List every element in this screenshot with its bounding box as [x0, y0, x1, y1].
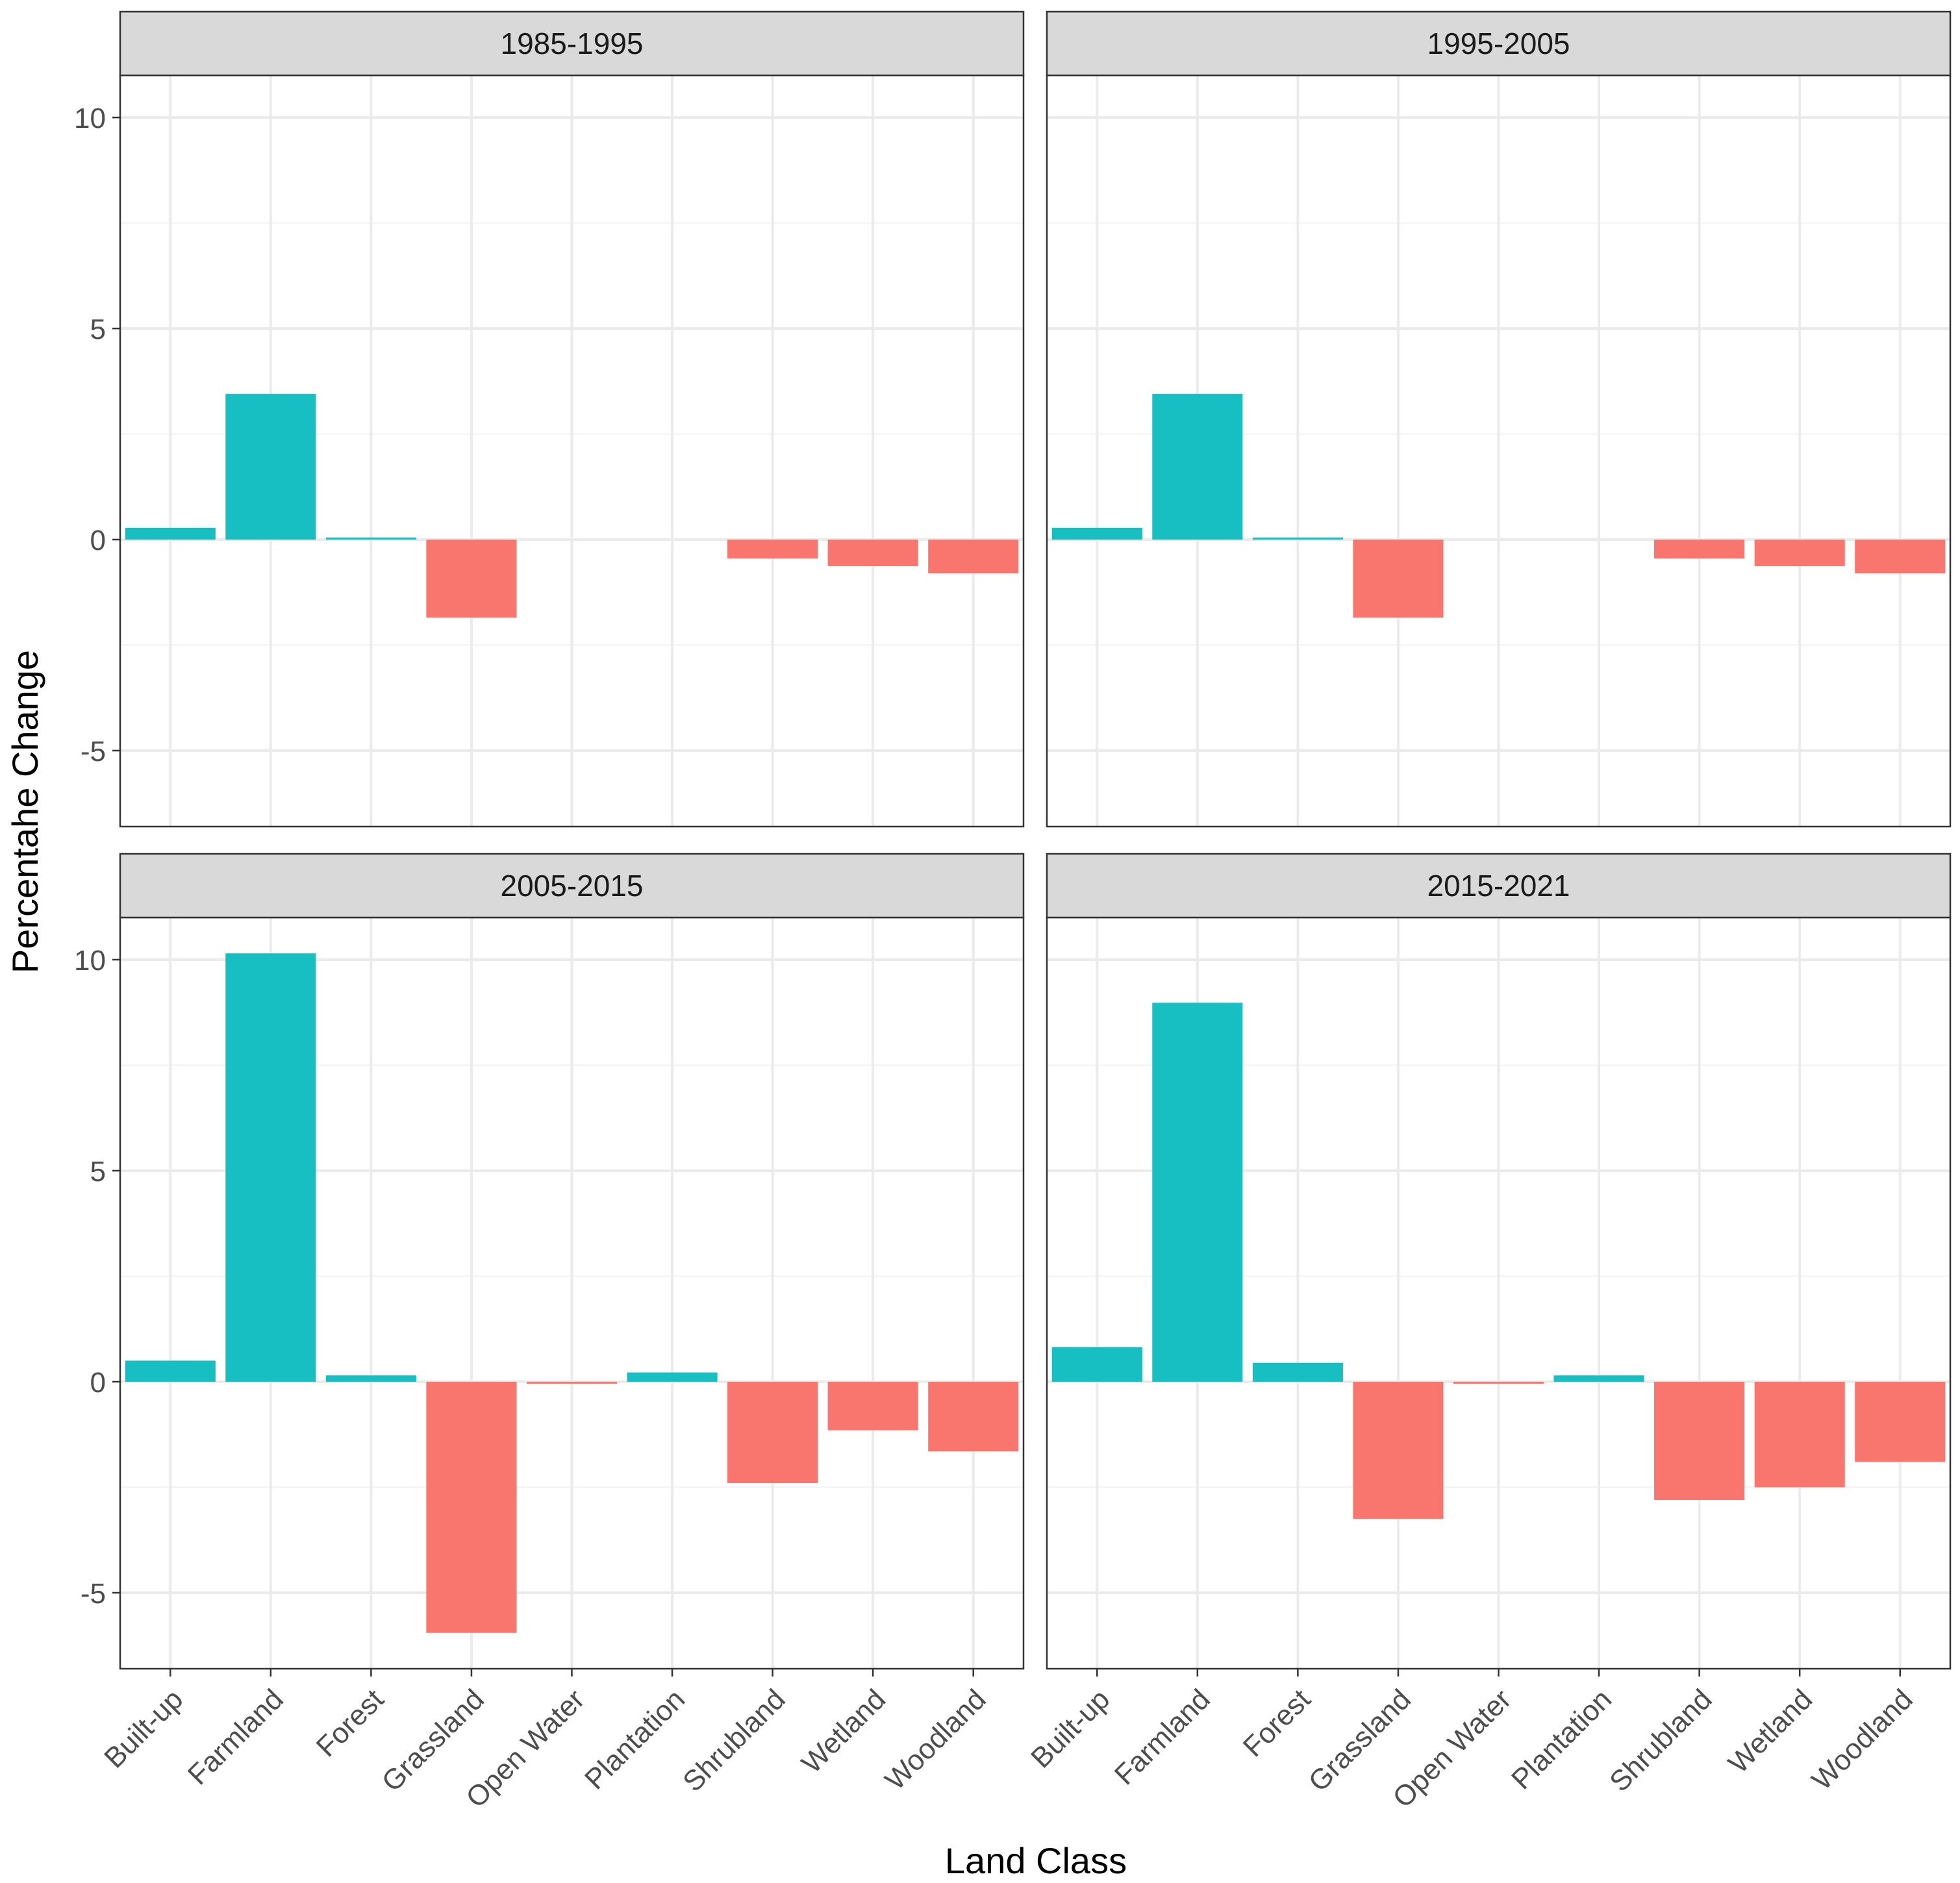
bar-shrubland: [727, 1382, 818, 1483]
bar-woodland: [1855, 1382, 1946, 1462]
facet-panel-1995-2005: 1995-2005: [1046, 10, 1952, 828]
facet-strip: [119, 10, 1025, 77]
bar-wetland: [1754, 540, 1845, 566]
bar-woodland: [1855, 540, 1946, 573]
y-tick-label: 5: [90, 1156, 106, 1188]
y-tick-label: 0: [90, 525, 106, 556]
bar-shrubland: [1654, 1382, 1745, 1500]
x-tick-label-shrubland: Shrubland: [677, 1683, 792, 1798]
x-tick-label-forest: Forest: [1237, 1683, 1317, 1763]
y-tick-label: 0: [90, 1367, 106, 1399]
facet-strip: [1046, 10, 1952, 77]
y-tick-label: -5: [81, 1578, 106, 1610]
x-tick-label-plantation: Plantation: [1505, 1683, 1618, 1795]
bar-built-up: [125, 1360, 216, 1382]
x-tick-label-farmland: Farmland: [182, 1683, 290, 1791]
x-axis-title: Land Class: [945, 1840, 1127, 1881]
bar-wetland: [827, 540, 918, 566]
y-tick-label: 10: [74, 103, 106, 134]
bar-forest: [325, 1375, 416, 1382]
bar-open-water: [1453, 1382, 1544, 1384]
facet-strip-label: 1985-1995: [501, 27, 644, 60]
x-tick-label-plantation: Plantation: [579, 1683, 691, 1795]
bar-farmland: [1152, 1003, 1243, 1382]
facet-strip: [119, 853, 1025, 919]
bar-shrubland: [1654, 540, 1745, 559]
bar-shrubland: [727, 540, 818, 559]
facet-strip: [1046, 853, 1952, 919]
bar-built-up: [1051, 527, 1142, 540]
bar-woodland: [928, 1382, 1019, 1452]
x-tick-label-wetland: Wetland: [796, 1683, 892, 1779]
x-tick-label-woodland: Woodland: [879, 1683, 992, 1796]
bar-forest: [1252, 1362, 1343, 1382]
bar-built-up: [125, 527, 216, 540]
facet-panels: 1985-1995 -5 0 5 10 1995-2005 2005-2015 -5 0 5 10 B…: [74, 10, 1952, 1814]
y-tick-label: 10: [74, 945, 106, 977]
bar-farmland: [225, 393, 316, 540]
bar-built-up: [1051, 1347, 1142, 1382]
bar-farmland: [1152, 393, 1243, 540]
bar-wetland: [827, 1382, 918, 1430]
bar-plantation: [1553, 1375, 1644, 1382]
bar-forest: [325, 537, 416, 540]
x-tick-label-built-up: Built-up: [1025, 1683, 1116, 1774]
facet-strip-label: 2015-2021: [1427, 869, 1570, 903]
facet-strip-label: 2005-2015: [501, 869, 644, 903]
bar-plantation: [627, 1372, 718, 1382]
x-tick-label-farmland: Farmland: [1109, 1683, 1216, 1791]
bar-grassland: [426, 540, 517, 618]
bar-wetland: [1754, 1382, 1845, 1488]
bar-farmland: [225, 953, 316, 1382]
x-tick-label-built-up: Built-up: [98, 1683, 189, 1774]
bar-grassland: [1353, 1382, 1444, 1519]
x-tick-label-woodland: Woodland: [1806, 1683, 1919, 1796]
facet-strip-label: 1995-2005: [1427, 27, 1570, 60]
y-axis-title: Percentahe Change: [5, 650, 45, 973]
bar-woodland: [928, 540, 1019, 573]
facet-panel-1985-1995: 1985-1995 -5 0 5 10: [74, 10, 1025, 828]
x-tick-label-shrubland: Shrubland: [1603, 1683, 1718, 1798]
bar-grassland: [1353, 540, 1444, 618]
x-tick-label-wetland: Wetland: [1722, 1683, 1818, 1779]
y-tick-label: -5: [81, 736, 106, 767]
y-tick-label: 5: [90, 314, 106, 345]
x-tick-label-forest: Forest: [310, 1683, 390, 1763]
bar-open-water: [526, 1382, 618, 1384]
bar-forest: [1252, 537, 1343, 540]
bar-grassland: [426, 1382, 517, 1633]
